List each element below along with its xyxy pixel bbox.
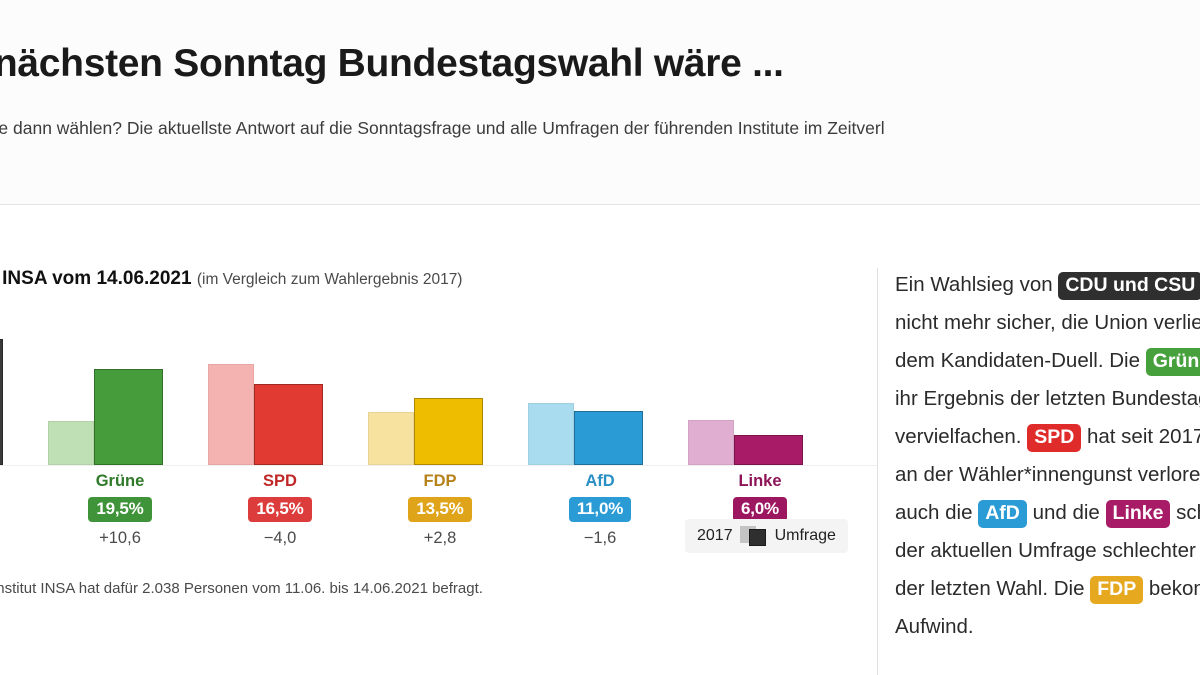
chart-panel: uellste Umfrage: INSA vom 14.06.2021 (im… bbox=[0, 206, 877, 675]
page-content: uellste Umfrage: INSA vom 14.06.2021 (im… bbox=[0, 206, 1200, 675]
bar-labels: U/CSU5,5%5,5 bbox=[0, 472, 40, 548]
chart-title-sub: (im Vergleich zum Wahlergebnis 2017) bbox=[196, 271, 463, 288]
party-tag: SPD bbox=[1027, 424, 1082, 452]
percentage-badge: 19,5% bbox=[88, 497, 152, 522]
delta-value: 5,5 bbox=[0, 529, 40, 548]
bar-2017 bbox=[688, 419, 734, 465]
legend-label-2017: 2017 bbox=[697, 527, 733, 544]
bar-group: U/CSU5,5%5,5 bbox=[0, 206, 40, 675]
bar-umfrage[interactable] bbox=[254, 383, 323, 465]
bar-group: AfD 11,0% −1,6 bbox=[520, 206, 680, 675]
percentage-badge: 6,0% bbox=[733, 497, 787, 522]
bar-group: SPD 16,5% −4,0 bbox=[200, 206, 360, 675]
chart-title: uellste Umfrage: INSA vom 14.06.2021 (im… bbox=[0, 268, 877, 290]
legend-swatches bbox=[739, 526, 768, 546]
bar-2017 bbox=[528, 402, 574, 465]
party-tag: Grünen bbox=[1145, 348, 1200, 376]
analysis-panel: Ein Wahlsieg von CDU und CSU ist längst … bbox=[895, 206, 1200, 675]
bar-umfrage[interactable] bbox=[94, 368, 163, 465]
bar-labels: AfD 11,0% −1,6 bbox=[520, 472, 680, 548]
party-tag: CDU und CSU bbox=[1058, 272, 1200, 300]
legend-label-umfrage: Umfrage bbox=[774, 527, 836, 544]
party-tag: FDP bbox=[1090, 576, 1144, 604]
chart-footnote: ungsforschungsinstitut INSA hat dafür 2.… bbox=[0, 580, 483, 597]
bar-umfrage[interactable] bbox=[414, 398, 483, 465]
bar-group: Grüne 19,5% +10,6 bbox=[40, 206, 200, 675]
party-name: Grüne bbox=[95, 472, 145, 490]
bar-labels: SPD 16,5% −4,0 bbox=[200, 472, 360, 548]
bar-pair bbox=[40, 206, 200, 465]
analysis-text: Ein Wahlsieg von CDU und CSU ist längst … bbox=[895, 266, 1200, 646]
bar-pair bbox=[200, 206, 360, 465]
delta-value: +2,8 bbox=[423, 529, 457, 547]
percentage-badge: 16,5% bbox=[248, 497, 312, 522]
chart-baseline bbox=[0, 465, 877, 466]
panel-divider bbox=[877, 268, 878, 675]
percentage-badge: 13,5% bbox=[408, 497, 472, 522]
bar-2017 bbox=[368, 412, 414, 465]
bar-chart-plot: U/CSU5,5%5,5Grüne19,5%+10,6SPD16,5%−4,0F… bbox=[0, 206, 877, 675]
chart-title-strong: uellste Umfrage: INSA vom 14.06.2021 bbox=[0, 268, 192, 289]
bar-group: FDP 13,5% +2,8 bbox=[360, 206, 520, 675]
delta-value: −4,0 bbox=[263, 529, 297, 547]
bar-umfrage[interactable] bbox=[574, 410, 643, 465]
bar-pair bbox=[0, 206, 40, 465]
party-name: AfD bbox=[585, 472, 615, 490]
bar-pair bbox=[360, 206, 520, 465]
bar-pair bbox=[520, 206, 680, 465]
party-name: SPD bbox=[263, 472, 297, 490]
bar-umfrage[interactable] bbox=[734, 435, 803, 465]
delta-value: +10,6 bbox=[99, 529, 141, 547]
percentage-badge: 11,0% bbox=[568, 497, 632, 522]
party-name: U/CSU bbox=[0, 472, 40, 491]
bar-umfrage[interactable] bbox=[0, 339, 3, 465]
bar-pair bbox=[680, 206, 840, 465]
party-tag: AfD bbox=[978, 500, 1027, 528]
page-subtitle: Partei würden Sie dann wählen? Die aktue… bbox=[0, 118, 885, 138]
bar-2017 bbox=[48, 421, 94, 465]
party-name: Linke bbox=[738, 472, 782, 490]
legend-swatch-umfrage bbox=[748, 529, 766, 546]
page-header: nn am nächsten Sonntag Bundestagswahl wä… bbox=[0, 0, 1200, 205]
party-tag: Linke bbox=[1105, 500, 1171, 528]
bar-labels: Grüne 19,5% +10,6 bbox=[40, 472, 200, 548]
page-title: nn am nächsten Sonntag Bundestagswahl wä… bbox=[0, 42, 784, 85]
party-name: FDP bbox=[423, 472, 457, 490]
bar-labels: FDP 13,5% +2,8 bbox=[360, 472, 520, 548]
delta-value: −1,6 bbox=[583, 529, 617, 547]
bar-2017 bbox=[208, 363, 254, 465]
chart-legend: 2017 Umfrage bbox=[685, 519, 848, 553]
